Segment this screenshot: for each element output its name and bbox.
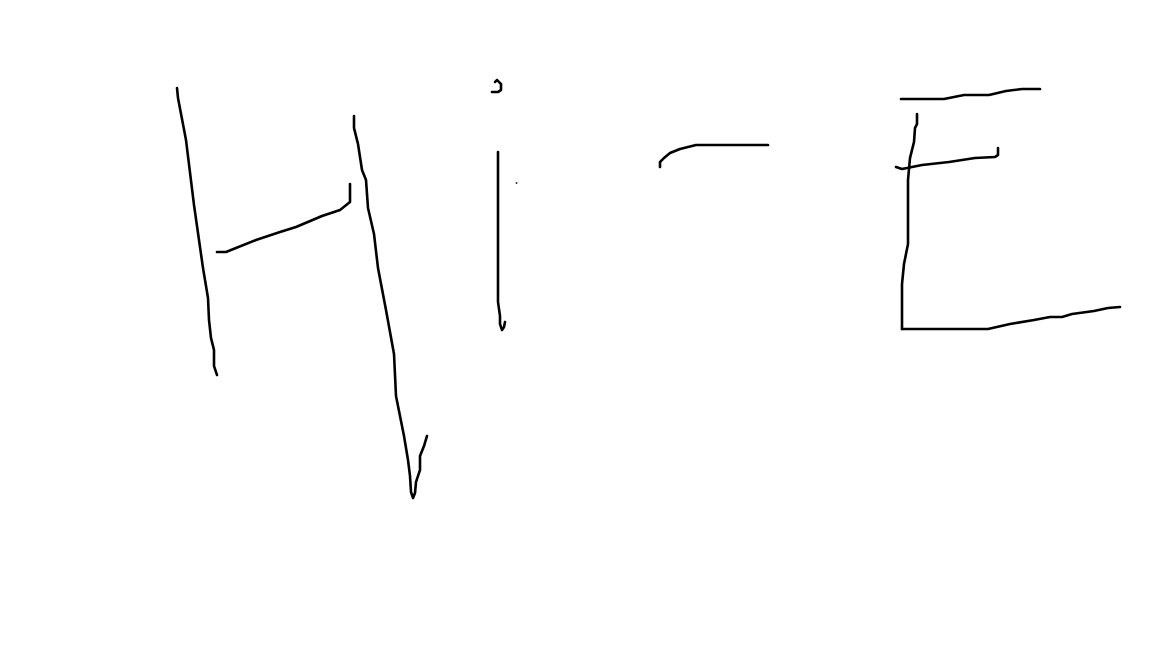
ink-stroke-h-left-stem <box>175 86 219 377</box>
letter-i-strokes <box>490 78 518 332</box>
letter-h-strokes <box>175 86 429 500</box>
ink-stroke-i-dot <box>490 78 503 94</box>
ink-stroke-e-top-bar <box>899 87 1042 101</box>
ink-stroke-e-bottom-bar <box>900 305 1122 331</box>
partial-letter-strokes <box>658 143 770 169</box>
ink-stroke-h-right-stem <box>352 114 429 500</box>
ink-stray-dot <box>515 182 518 184</box>
letter-e-strokes <box>894 87 1122 331</box>
ink-stroke-e-middle-bar <box>894 146 1000 171</box>
ink-stroke-h-crossbar <box>215 182 352 254</box>
ink-stroke-arc-top <box>658 143 770 169</box>
ink-stroke-e-spine <box>900 112 919 331</box>
ink-stroke-i-stem <box>496 150 507 332</box>
